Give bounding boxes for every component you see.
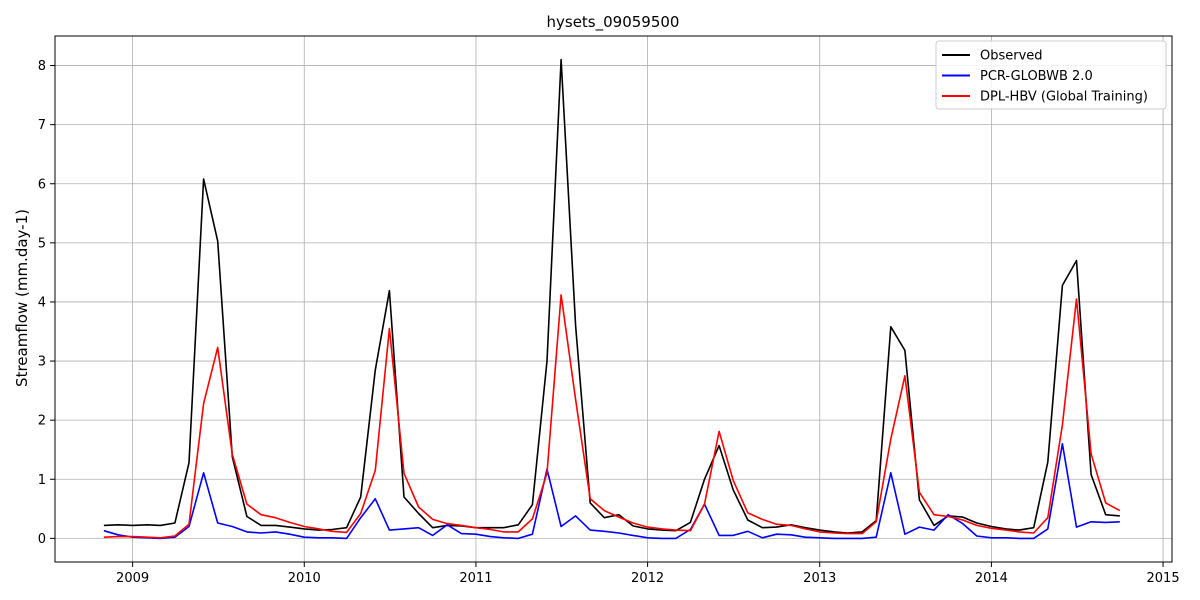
- y-tick-label: 0: [38, 532, 46, 547]
- x-tick-label: 2014: [975, 571, 1008, 586]
- y-tick-label: 2: [38, 414, 46, 429]
- y-tick-label: 8: [38, 59, 46, 74]
- legend-box: [935, 40, 1167, 110]
- x-tick-label: 2013: [803, 571, 836, 586]
- legend-entries: Observed PCR-GLOBWB 2.0 DPL-HBV (Global Tr…: [942, 49, 1148, 105]
- legend: Observed PCR-GLOBWB 2.0 DPL-HBV (Global Tr…: [935, 40, 1167, 110]
- x-tick-label: 2015: [1147, 571, 1180, 586]
- legend-label-2: DPL-HBV (Global Training): [980, 90, 1148, 105]
- tick-layer: 2009 2010 2011 2012 2013 2014 2015 0 1 2 3 4 5 6 7 8: [38, 59, 1180, 586]
- x-tick-label: 2010: [288, 571, 321, 586]
- legend-label-0: Observed: [980, 49, 1043, 64]
- grid-layer: [55, 36, 1172, 562]
- x-tick-label: 2011: [459, 571, 492, 586]
- y-tick-label: 4: [38, 295, 46, 310]
- series-line-0: [103, 58, 1120, 534]
- y-tick-label: 5: [38, 236, 46, 251]
- x-tick-label: 2009: [116, 571, 149, 586]
- series-line-1: [103, 442, 1120, 540]
- series-line-2: [103, 294, 1121, 539]
- series-layer: [103, 58, 1121, 540]
- y-axis-label: Streamflow (mm.day-1): [13, 209, 31, 387]
- x-tick-label: 2012: [631, 571, 664, 586]
- y-tick-label: 7: [38, 118, 46, 133]
- chart-title: hysets_09059500: [547, 13, 680, 32]
- y-tick-label: 3: [38, 355, 46, 370]
- legend-label-1: PCR-GLOBWB 2.0: [980, 69, 1093, 84]
- y-tick-label: 1: [38, 473, 46, 488]
- plot-frame: [54, 35, 1173, 563]
- y-tick-label: 6: [38, 177, 46, 192]
